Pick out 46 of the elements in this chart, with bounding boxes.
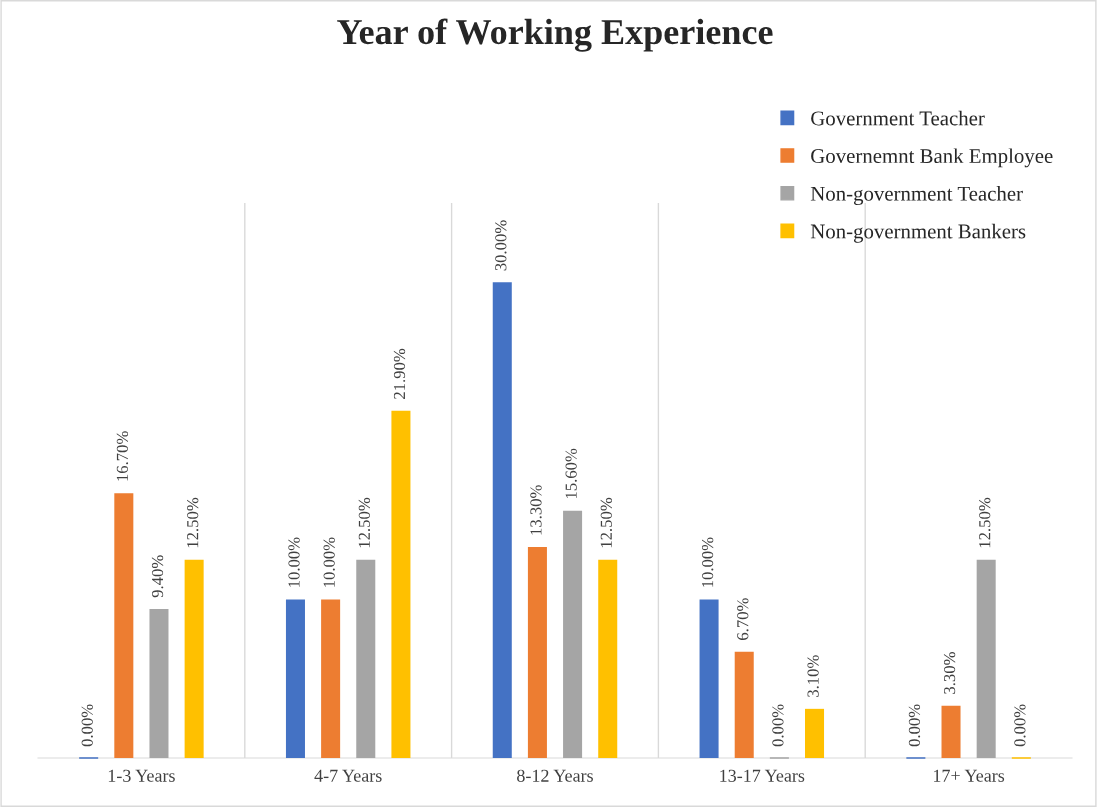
bar <box>356 559 376 758</box>
data-label: 3.30% <box>943 652 956 694</box>
data-label: 10.00% <box>288 537 300 587</box>
bar <box>321 599 341 758</box>
x-tick-label: 1-3 Years <box>108 769 175 782</box>
data-label: 10.00% <box>701 537 714 587</box>
data-label: 10.00% <box>323 537 335 587</box>
bar <box>734 651 754 758</box>
legend-label: Non-government Teacher <box>810 186 1023 206</box>
data-label: 12.50% <box>187 497 199 548</box>
bar <box>391 410 411 758</box>
bar <box>941 705 961 758</box>
bar <box>805 708 825 758</box>
bar <box>527 547 547 758</box>
data-label: 9.40% <box>151 555 164 598</box>
data-label: 0.00% <box>1014 704 1026 747</box>
bar <box>598 559 618 758</box>
bar <box>976 559 996 758</box>
data-label: 21.90% <box>393 348 406 399</box>
data-label: 6.70% <box>737 598 749 640</box>
bar <box>285 599 305 758</box>
legend-label: Government Teacher <box>811 110 985 126</box>
legend-label: Non-government Bankers <box>810 223 1026 243</box>
data-label: 0.00% <box>772 704 784 747</box>
data-label: 16.70% <box>116 431 129 481</box>
bar <box>563 510 583 758</box>
x-tick-label: 17+ Years <box>934 769 1005 782</box>
data-label: 12.50% <box>979 497 991 548</box>
data-label: 30.00% <box>495 220 507 271</box>
x-tick-label: 4-7 Years <box>314 769 382 782</box>
legend-label: Governemnt Bank Employee <box>811 148 1053 168</box>
data-label: 12.50% <box>600 497 612 548</box>
data-label: 12.50% <box>358 497 371 548</box>
data-label: 15.60% <box>565 448 577 499</box>
x-tick-label: 13-17 Years <box>720 769 805 782</box>
data-label: 0.00% <box>908 704 921 747</box>
data-label: 0.00% <box>81 704 93 747</box>
bar <box>184 559 204 758</box>
bar <box>492 282 512 758</box>
data-label: 3.10% <box>807 655 819 697</box>
x-tick-label: 8-12 Years <box>517 769 593 782</box>
data-label: 13.30% <box>530 485 542 535</box>
chart-title: Year of Working Experience <box>337 18 773 52</box>
bar <box>149 608 169 758</box>
bar <box>114 493 134 758</box>
bar <box>699 599 719 758</box>
